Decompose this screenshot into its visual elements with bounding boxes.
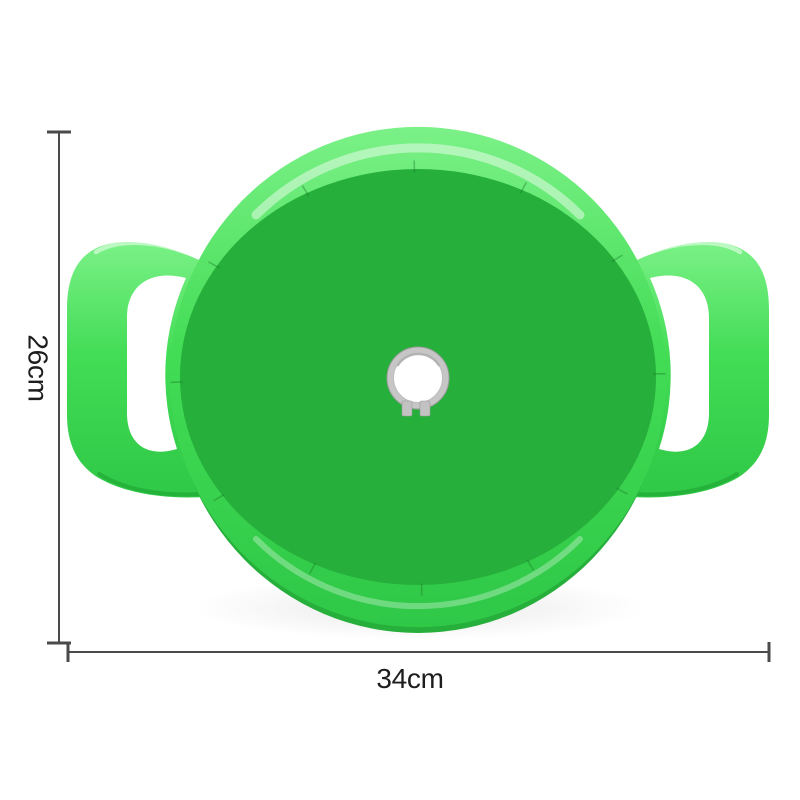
hub-tab xyxy=(401,400,413,417)
blade-slot-mark xyxy=(213,493,225,502)
right-handle-highlight xyxy=(633,240,743,261)
right-handle-shade xyxy=(632,472,739,497)
center-hub xyxy=(386,346,450,417)
blade-slot-mark xyxy=(519,182,527,194)
blade-slots xyxy=(170,160,666,596)
hub-tab xyxy=(419,400,431,417)
right-handle-body xyxy=(632,241,769,498)
left-handle-body xyxy=(67,241,204,498)
left-handle-shade xyxy=(97,472,204,497)
ring-top-sheen xyxy=(251,143,585,220)
blade-slot-mark xyxy=(616,487,628,495)
blade-slot-mark xyxy=(208,261,220,269)
left-handle-highlight xyxy=(93,240,203,261)
width-dimension-label: 34cm xyxy=(376,663,443,694)
ring-bottom-sheen xyxy=(253,536,583,610)
blade-slot-mark xyxy=(309,562,317,574)
blade-slot-mark xyxy=(301,185,310,197)
height-dimension-label: 26cm xyxy=(23,334,54,401)
blade-slot-mark xyxy=(526,559,535,571)
width-dimension: 34cm xyxy=(66,642,771,694)
left-handle xyxy=(67,240,204,498)
height-dimension: 26cm xyxy=(23,130,71,645)
blade-slot-mark xyxy=(611,254,623,263)
hub-inner-wall xyxy=(396,352,441,367)
right-handle xyxy=(632,240,769,498)
